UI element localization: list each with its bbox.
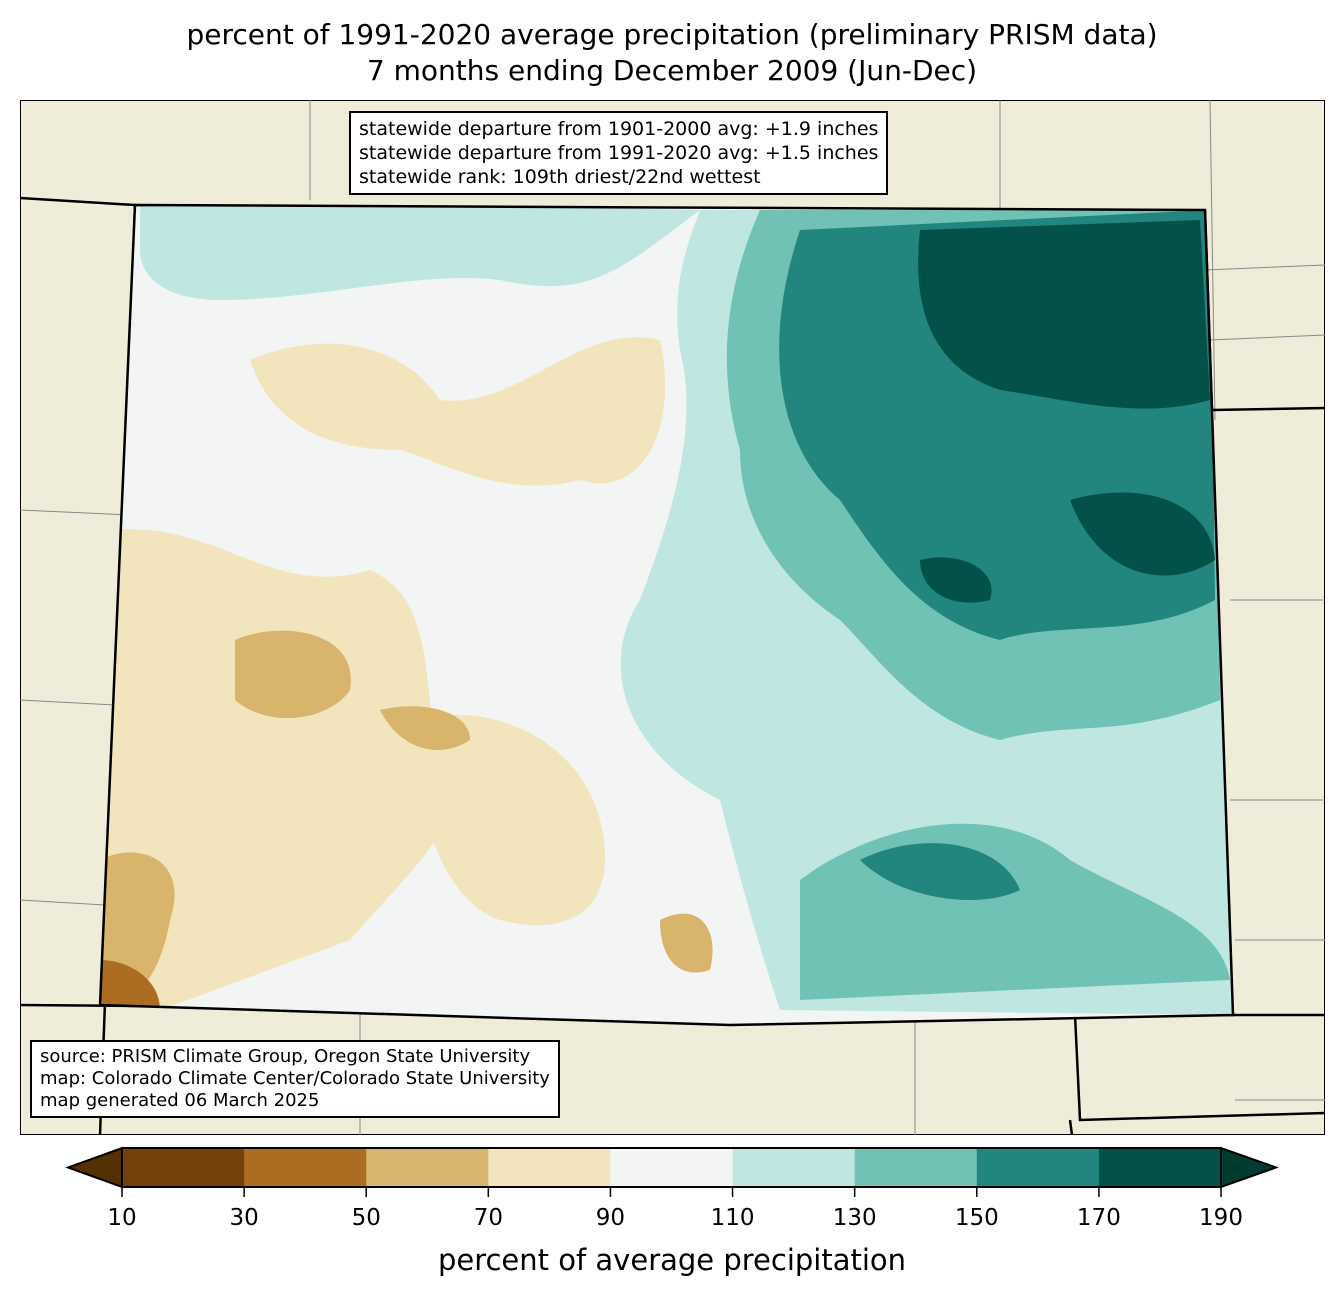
colorbar-tick-label: 70: [473, 1205, 503, 1231]
colorbar-extend-high: [1220, 1146, 1279, 1189]
colorbar-tick-label: 10: [107, 1205, 137, 1231]
colorado-border: [98, 203, 1235, 1027]
title-line-2: 7 months ending December 2009 (Jun-Dec): [366, 54, 978, 87]
stats-line-1: statewide departure from 1901-2000 avg: …: [359, 118, 879, 140]
colorbar-tick-label: 190: [1199, 1205, 1243, 1231]
colorbar-segment: [976, 1148, 1100, 1187]
colorbar-segment: [488, 1148, 611, 1187]
colorbar-tick-label: 90: [595, 1205, 626, 1231]
precipitation-map: [20, 100, 1325, 1135]
colorbar-label: percent of average precipitation: [437, 1243, 907, 1277]
statewide-stats-box: statewide departure from 1901-2000 avg: …: [349, 111, 889, 195]
colorbar: [65, 1146, 1279, 1197]
credits-line-2: map: Colorado Climate Center/Colorado St…: [40, 1068, 550, 1089]
colorbar-segment: [732, 1148, 856, 1187]
colorbar-segment: [122, 1148, 245, 1187]
colorbar-tick-label: 150: [954, 1205, 999, 1231]
colorbar-tick-label: 30: [229, 1205, 259, 1231]
colorbar-segment: [854, 1148, 978, 1187]
credits-line-1: source: PRISM Climate Group, Oregon Stat…: [40, 1046, 531, 1067]
colorbar-segment: [1098, 1148, 1222, 1187]
colorbar-segment: [610, 1148, 734, 1187]
colorbar-extend-low: [65, 1146, 123, 1189]
credits-box: source: PRISM Climate Group, Oregon Stat…: [30, 1040, 560, 1118]
colorbar-tick-label: 170: [1076, 1205, 1121, 1231]
colorbar-tick-label: 130: [832, 1205, 877, 1231]
stats-line-2: statewide departure from 1991-2020 avg: …: [359, 142, 879, 164]
colorbar-tick-label: 50: [351, 1205, 381, 1231]
colorbar-outline: [121, 1147, 1222, 1188]
title-line-1: percent of 1991-2020 average precipitati…: [186, 18, 1158, 51]
colorbar-tick-label: 110: [710, 1205, 755, 1231]
colorbar-segment: [244, 1148, 367, 1187]
precipitation-fill: [100, 205, 1233, 1025]
credits-line-3: map generated 06 March 2025: [40, 1090, 320, 1111]
stats-line-3: statewide rank: 109th driest/22nd wettes…: [359, 166, 761, 188]
colorbar-segment: [366, 1148, 489, 1187]
